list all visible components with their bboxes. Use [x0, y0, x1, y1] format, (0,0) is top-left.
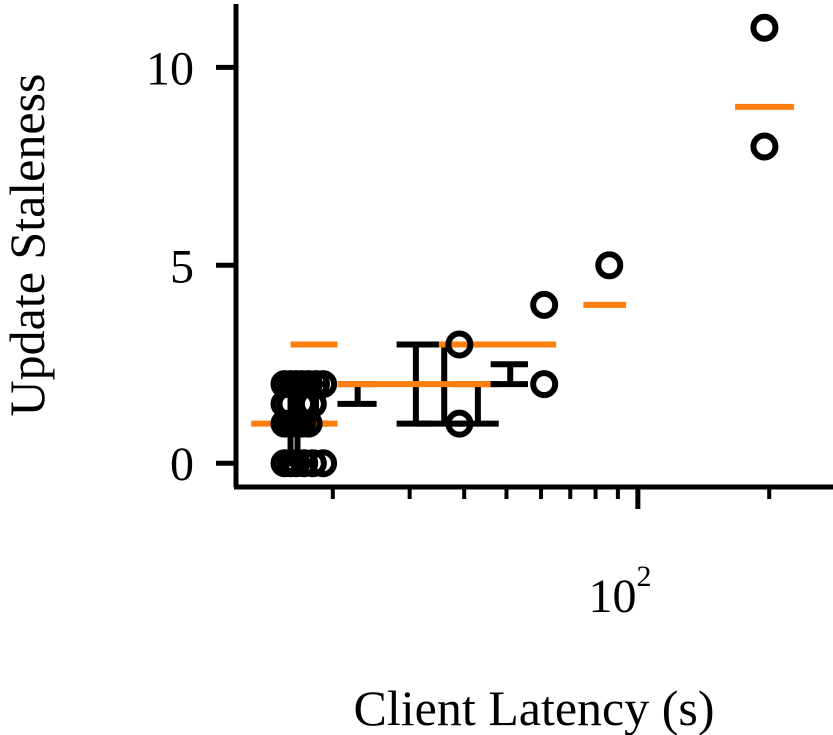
y-axis-title: Update Staleness: [0, 74, 55, 417]
data-point: [750, 132, 779, 161]
data-point: [445, 330, 474, 359]
y-tick-label: 0: [170, 438, 194, 491]
data-point: [530, 370, 559, 399]
data-point: [530, 290, 559, 319]
data-point: [298, 449, 327, 478]
data-point: [288, 389, 317, 418]
whisker: [490, 361, 528, 388]
data-point: [595, 251, 624, 280]
axes: 0 5 10: [146, 4, 833, 509]
y-tick-label: 5: [170, 240, 194, 293]
x-major-tick-label: 102: [589, 560, 652, 623]
whisker: [454, 381, 499, 427]
data-point: [750, 13, 779, 42]
x-axis-title: Client Latency (s): [354, 680, 715, 735]
x-tick-exponent: 2: [637, 560, 652, 593]
data-point: [298, 389, 327, 418]
labels: 102 Client Latency (s) Update Staleness: [0, 74, 715, 735]
y-tick-label: 10: [146, 42, 194, 95]
point-group: [270, 13, 779, 478]
data-point: [309, 449, 338, 478]
data-point: [445, 409, 474, 438]
x-tick-base: 10: [589, 570, 637, 623]
